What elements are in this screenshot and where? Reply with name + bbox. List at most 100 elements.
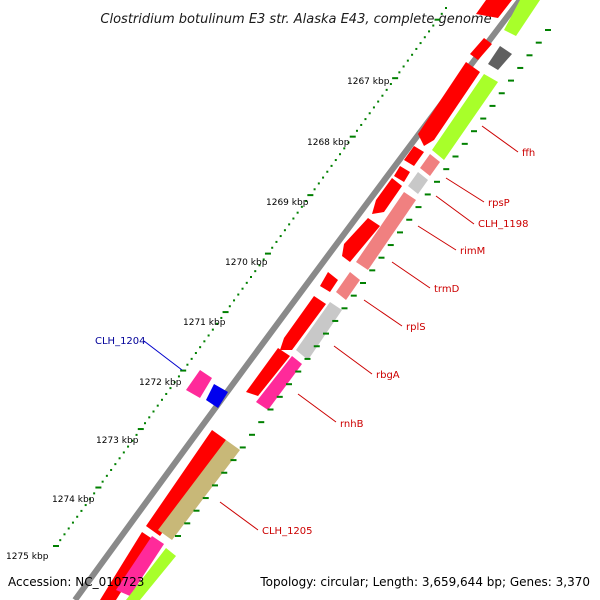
gene-arrow[interactable] <box>372 178 402 214</box>
minor-tick <box>203 340 206 343</box>
major-tick <box>323 332 329 335</box>
gene-label-rnhB[interactable]: rnhB <box>340 419 364 430</box>
major-tick <box>53 545 59 547</box>
major-tick <box>397 231 403 234</box>
minor-tick <box>165 392 168 395</box>
rpsP-bar[interactable] <box>420 154 440 176</box>
ffh-bar[interactable] <box>488 46 512 70</box>
major-tick <box>230 459 237 462</box>
minor-tick <box>228 305 231 308</box>
gene-label-trmD[interactable]: trmD <box>434 284 460 295</box>
minor-tick <box>233 299 236 302</box>
major-tick <box>545 29 551 31</box>
major-tick <box>202 497 209 500</box>
minor-tick <box>389 83 392 86</box>
major-tick <box>349 135 356 138</box>
minor-tick <box>207 334 210 337</box>
gene-arrow[interactable] <box>280 296 326 350</box>
major-tick <box>480 117 487 120</box>
gene-label-rplS[interactable]: rplS <box>406 322 426 333</box>
gene-arrow[interactable] <box>470 38 492 60</box>
major-tick <box>267 408 274 411</box>
major-tick <box>415 206 422 209</box>
clh1198-bar[interactable] <box>408 172 428 194</box>
minor-tick <box>381 94 384 97</box>
major-tick <box>489 104 496 107</box>
tick-ring-outer <box>175 29 551 537</box>
gene-arrow[interactable] <box>246 348 290 396</box>
minor-tick <box>118 457 121 460</box>
minor-tick <box>127 445 130 448</box>
minor-tick <box>84 504 87 507</box>
tick-label: 1273 kbp <box>96 436 139 446</box>
minor-tick <box>339 153 342 156</box>
minor-tick <box>93 492 96 495</box>
major-tick <box>434 18 441 21</box>
minor-tick <box>190 357 193 360</box>
gene-arrow[interactable] <box>146 430 226 536</box>
minor-tick <box>211 328 214 331</box>
major-tick <box>175 535 181 537</box>
callout-lines <box>143 125 519 531</box>
gene-label-ffh[interactable]: ffh <box>522 148 535 159</box>
major-tick <box>471 130 477 133</box>
minor-tick <box>110 468 113 471</box>
minor-tick <box>423 36 426 39</box>
major-tick <box>535 41 542 44</box>
gene-label-rimM[interactable]: rimM <box>460 246 485 257</box>
gene-arrow[interactable] <box>342 218 380 262</box>
minor-tick <box>334 159 337 162</box>
gene-arrow[interactable] <box>320 272 338 292</box>
gene-label-rpsP[interactable]: rpsP <box>488 198 510 209</box>
feature-bar[interactable] <box>126 548 176 600</box>
minor-tick <box>368 112 371 115</box>
clh1205-bar[interactable] <box>158 440 240 540</box>
gene-label-clh1198[interactable]: CLH_1198 <box>478 219 529 230</box>
gene-label-clh1205[interactable]: CLH_1205 <box>262 526 313 537</box>
genome-summary-text: Topology: circular; Length: 3,659,644 bp… <box>259 575 590 589</box>
gene-label-clh1204[interactable]: CLH_1204 <box>95 336 146 347</box>
gene-arrow[interactable] <box>418 62 480 146</box>
minor-tick <box>300 205 303 208</box>
gene-arrow[interactable] <box>394 166 410 182</box>
major-tick <box>222 311 229 314</box>
major-tick <box>258 421 265 424</box>
major-tick <box>406 218 413 221</box>
minor-tick <box>343 147 346 150</box>
clh1204-arrow[interactable] <box>206 384 228 408</box>
minor-tick <box>275 240 278 243</box>
major-tick <box>517 66 524 69</box>
major-tick <box>249 433 255 436</box>
major-tick <box>286 383 292 386</box>
map-title: Clostridium botulinum E3 str. Alaska E43… <box>100 12 491 27</box>
rnhB-bar[interactable] <box>256 356 302 410</box>
gene-arrow[interactable] <box>404 146 424 166</box>
gene-arrow[interactable] <box>100 532 154 600</box>
minor-tick <box>279 235 282 238</box>
gene-arrow[interactable] <box>476 0 512 18</box>
minor-tick <box>402 65 405 68</box>
minor-tick <box>63 533 66 536</box>
major-tick <box>307 194 314 197</box>
major-tick <box>221 471 228 474</box>
rplS-bar[interactable] <box>336 272 360 300</box>
major-tick <box>443 168 450 171</box>
major-tick <box>239 446 246 449</box>
rbgA-bar[interactable] <box>296 302 342 360</box>
minor-tick <box>317 182 320 185</box>
forward-strand-features <box>100 0 512 600</box>
minor-tick <box>245 281 248 284</box>
clh1204-arrow[interactable] <box>186 370 212 398</box>
major-tick <box>332 319 339 322</box>
ffh-bar[interactable] <box>432 74 498 160</box>
gene-label-rbgA[interactable]: rbgA <box>376 370 400 381</box>
feature-bar[interactable] <box>504 0 540 36</box>
rimM-bar[interactable] <box>356 192 416 270</box>
minor-tick <box>216 322 219 325</box>
minor-tick <box>88 498 91 501</box>
minor-tick <box>194 352 197 355</box>
feature-bar[interactable] <box>116 536 164 596</box>
major-tick <box>350 294 357 297</box>
major-tick <box>212 484 218 487</box>
